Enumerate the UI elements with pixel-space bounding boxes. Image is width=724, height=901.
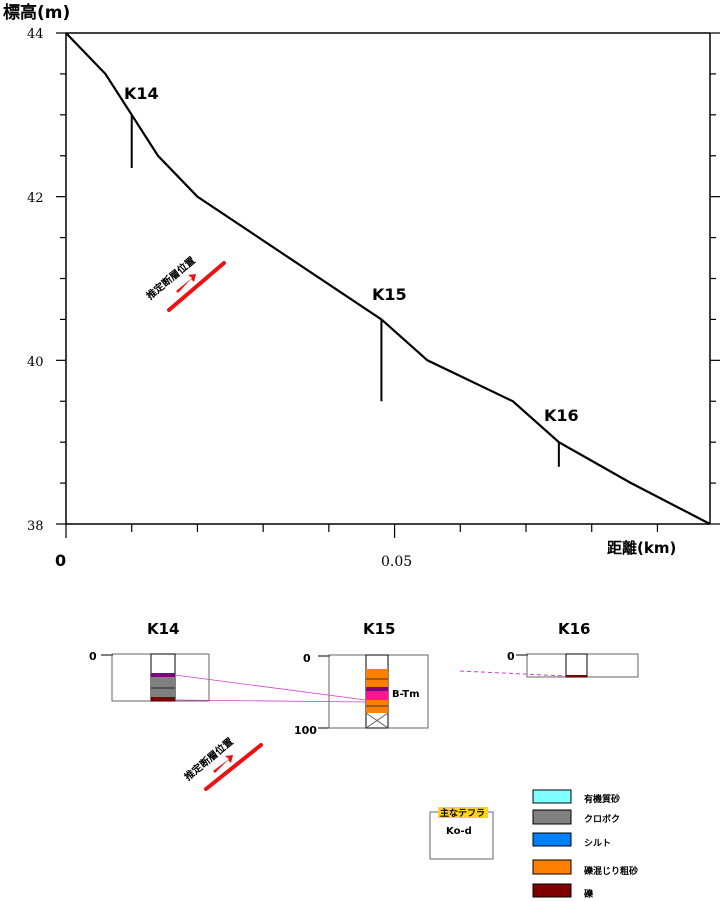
borehole-k16-label: K16 — [544, 406, 579, 425]
k16-layer-gravel — [566, 675, 587, 677]
tephra-box-value: Ko-d — [446, 826, 472, 837]
tephra-legend-box: 主なテフラ Ko-d — [429, 807, 494, 860]
y-tick-label-44: 44 — [27, 27, 44, 42]
tephra-tag-btm: B-Tm — [392, 689, 420, 700]
k15-no-core-x2 — [365, 712, 389, 729]
k14-layer-purple — [151, 673, 175, 677]
column-k14: 0 — [89, 650, 210, 702]
k14-layer-kuroboku — [151, 677, 175, 697]
x-axis-label: 距離(km) — [607, 539, 676, 557]
legend-label: 有機質砂 — [584, 793, 620, 805]
k15-layer-purple — [366, 687, 388, 691]
fault-arrow-icon — [176, 274, 196, 293]
correlation-line-upper — [174, 674, 367, 701]
column-title-k14: K14 — [147, 620, 180, 638]
column-k16: 0 — [507, 650, 639, 678]
legend-swatch — [532, 809, 572, 825]
column-title-k16: K16 — [558, 620, 591, 638]
x-tick-label-0: 0 — [55, 551, 66, 570]
fault-label: 推定断層位置 — [144, 254, 198, 303]
k15-layer-tephra — [366, 691, 388, 700]
y-tick-label-40: 40 — [27, 355, 44, 370]
legend-swatch — [532, 859, 572, 875]
x-tick-label-005: 0.05 — [381, 554, 412, 570]
legend-item-organic-sand: 有機質砂 — [532, 789, 620, 805]
ground-surface-profile — [65, 32, 711, 525]
tephra-box — [429, 811, 494, 860]
axis-ticks — [56, 32, 720, 538]
legend-swatch — [532, 789, 572, 804]
tephra-box-title-bg — [438, 807, 488, 818]
borehole-columns: K14 K15 K16 0 0 100 — [89, 620, 639, 791]
correlation-line-k16 — [459, 670, 567, 677]
fault-indicator-bottom: 推定断層位置 — [182, 735, 263, 791]
legend-label: クロボク — [584, 813, 620, 825]
legend-item-gravel: 礫 — [532, 883, 594, 900]
legend-label: 礫混じり粗砂 — [584, 865, 638, 877]
legend-swatch — [532, 832, 572, 847]
legend-label: 礫 — [584, 888, 594, 900]
fault-arrow-icon — [213, 755, 233, 773]
depth-label-k15-top: 0 — [303, 652, 311, 665]
legend-swatch — [532, 883, 572, 898]
column-title-k15: K15 — [363, 620, 396, 638]
depth-label-k14-top: 0 — [89, 650, 97, 663]
fault-label: 推定断層位置 — [182, 735, 236, 784]
fault-line — [204, 743, 263, 791]
correlation-line-lower — [174, 699, 367, 703]
profile-chart: 標高(m) 距離(km) 44 42 40 38 0 0.05 K14 K15 … — [3, 2, 720, 570]
fault-indicator-top: 推定断層位置 — [144, 254, 226, 312]
y-tick-label-42: 42 — [27, 191, 44, 206]
legend-label: シルト — [584, 838, 611, 849]
y-axis-label: 標高(m) — [3, 2, 70, 23]
k16-core — [565, 653, 588, 678]
depth-label-k15-bottom: 100 — [294, 724, 317, 737]
fault-line — [167, 261, 226, 312]
k14-layer-gravel — [151, 697, 175, 701]
depth-label-k16-top: 0 — [507, 650, 515, 663]
k15-layer-sand-upper — [366, 669, 388, 687]
borehole-k15-label: K15 — [372, 285, 407, 304]
legend-item-gravelly-coarse-sand: 礫混じり粗砂 — [532, 859, 638, 877]
tephra-box-title: 主なテフラ — [440, 807, 485, 819]
legend-item-kuroboku: クロボク — [532, 809, 620, 825]
y-tick-label-38: 38 — [27, 519, 44, 534]
legend: 主なテフラ Ko-d 有機質砂 クロボク シルト 礫混じり粗砂 礫 — [429, 789, 638, 900]
column-k15: 0 100 B-Tm — [294, 652, 429, 737]
legend-item-silt: シルト — [532, 832, 611, 849]
borehole-k14-label: K14 — [124, 84, 159, 103]
